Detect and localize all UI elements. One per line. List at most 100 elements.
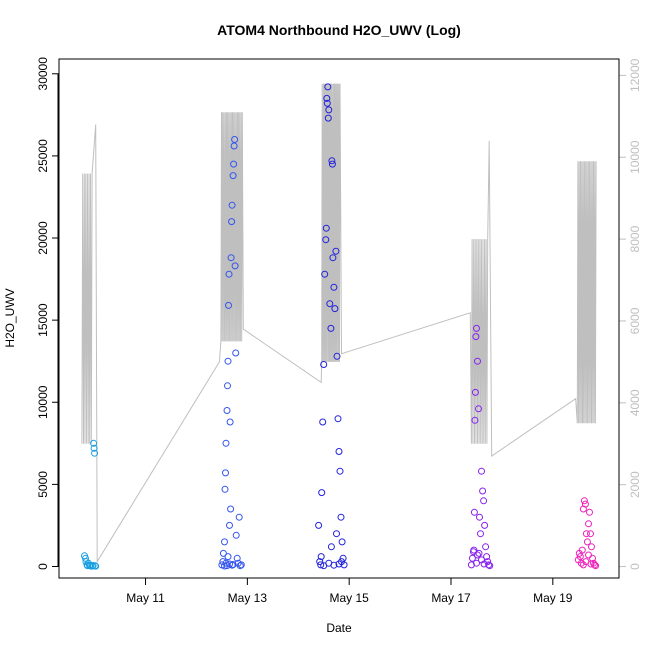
data-point — [224, 382, 231, 390]
data-point — [226, 521, 233, 529]
data-point — [328, 160, 336, 168]
data-point — [323, 94, 331, 102]
x-tick-label: May 11 — [126, 591, 165, 605]
data-point — [237, 561, 245, 569]
data-point — [229, 172, 237, 180]
y-tick-label: 10000 — [36, 385, 50, 419]
data-point — [592, 562, 600, 570]
chart-title: ATOM4 Northbound H2O_UWV (Log) — [217, 22, 461, 38]
data-point — [233, 554, 241, 562]
data-point — [330, 283, 338, 291]
data-point — [90, 444, 98, 452]
data-point — [470, 546, 478, 554]
y2-tick-label: 12000 — [628, 58, 642, 92]
data-point — [319, 418, 327, 426]
data-point — [472, 333, 480, 341]
data-point — [82, 554, 89, 562]
data-point — [587, 530, 594, 538]
data-point — [322, 224, 330, 232]
data-point — [481, 521, 489, 529]
data-point — [236, 562, 244, 570]
data-point — [232, 531, 240, 539]
data-point — [471, 388, 479, 396]
data-point — [317, 553, 325, 561]
data-point — [316, 558, 324, 566]
data-point — [591, 561, 599, 569]
data-point — [327, 543, 335, 551]
data-point — [315, 521, 323, 529]
y2-tick-label: 6000 — [628, 307, 642, 334]
data-point — [231, 262, 239, 270]
y2-tick-label: 0 — [628, 563, 642, 570]
data-point — [226, 418, 234, 426]
data-point — [474, 357, 481, 365]
data-point — [580, 497, 588, 505]
data-point — [480, 497, 488, 505]
data-point — [338, 558, 345, 566]
data-point — [476, 513, 483, 521]
data-point — [219, 549, 227, 557]
data-point — [88, 562, 96, 570]
data-point — [325, 106, 333, 114]
x-axis-label: Date — [326, 621, 352, 635]
data-point — [222, 469, 229, 477]
y2-tick-label: 8000 — [628, 225, 642, 252]
data-point — [473, 559, 480, 567]
data-point — [231, 136, 239, 143]
data-point — [468, 554, 476, 562]
data-point — [583, 538, 591, 546]
data-point — [90, 439, 98, 447]
data-point — [478, 467, 485, 475]
data-point — [588, 543, 595, 551]
data-point — [225, 270, 233, 278]
x-tick-label: May 13 — [228, 591, 268, 605]
x-tick-label: May 17 — [431, 591, 471, 605]
data-point — [227, 254, 235, 262]
y-tick-label: 0 — [36, 563, 50, 570]
data-point — [228, 218, 236, 226]
data-point — [235, 513, 243, 521]
data-point — [228, 201, 236, 209]
plot-frame — [58, 58, 620, 579]
data-point — [470, 508, 478, 516]
data-point — [321, 270, 329, 278]
data-point — [338, 538, 346, 546]
data-point — [587, 560, 595, 568]
data-point — [479, 487, 487, 495]
y-tick-label: 5000 — [36, 471, 50, 498]
data-point — [331, 305, 339, 313]
x-tick-label: May 15 — [330, 591, 370, 605]
data-point — [578, 546, 586, 554]
data-point — [484, 558, 492, 566]
data-point — [230, 142, 238, 150]
data-point — [471, 416, 479, 424]
data-point — [318, 489, 326, 497]
data-point — [232, 349, 240, 357]
data-point — [317, 561, 325, 569]
data-point — [327, 324, 335, 332]
data-point — [223, 407, 231, 414]
data-point — [323, 99, 331, 107]
data-point — [482, 543, 490, 551]
y-tick-label: 25000 — [36, 139, 50, 173]
y-axis-label: H2O_UWV — [3, 288, 17, 347]
data-point — [326, 300, 334, 308]
data-point — [320, 361, 328, 368]
data-point — [577, 559, 585, 567]
data-point — [474, 551, 481, 559]
data-point — [324, 83, 332, 91]
data-point — [328, 157, 336, 165]
data-point — [330, 561, 338, 569]
data-point — [585, 520, 592, 528]
data-point — [334, 415, 342, 423]
data-point — [322, 236, 330, 244]
data-point — [585, 551, 592, 559]
y-tick-label: 30000 — [36, 57, 50, 91]
data-point — [329, 254, 337, 262]
data-point — [576, 553, 584, 561]
data-point — [227, 505, 235, 513]
y-tick-label: 20000 — [36, 221, 50, 255]
data-point — [333, 530, 340, 538]
y-tick-label: 15000 — [36, 303, 50, 337]
